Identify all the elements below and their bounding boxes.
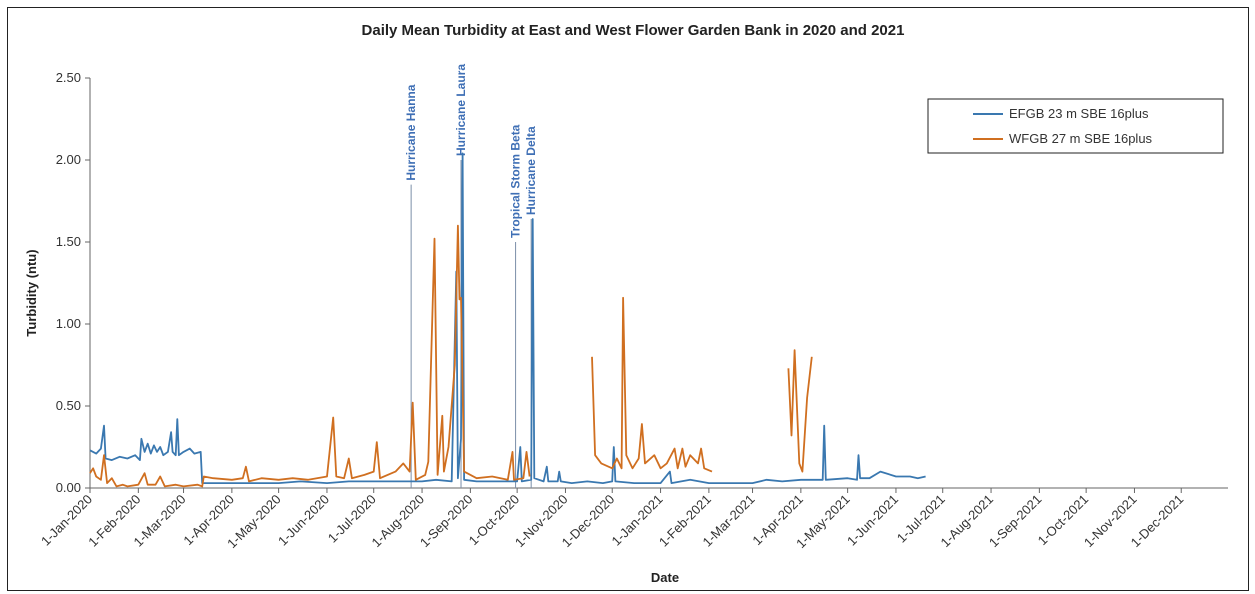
series-line-wfgb bbox=[591, 296, 713, 473]
y-tick-label: 0.00 bbox=[56, 480, 81, 495]
legend-label-efgb: EFGB 23 m SBE 16plus bbox=[1009, 106, 1149, 121]
y-tick-label: 0.50 bbox=[56, 398, 81, 413]
storm-label: Hurricane Laura bbox=[454, 64, 468, 156]
storm-annotations: Hurricane Hanna Hurricane Laura Tropical S… bbox=[404, 64, 538, 488]
legend-box bbox=[927, 98, 1224, 154]
series-line-wfgb bbox=[89, 224, 531, 488]
y-tick-label: 1.00 bbox=[56, 316, 81, 331]
x-axis-title: Date bbox=[651, 570, 679, 585]
storm-label: Tropical Storm Beta bbox=[509, 124, 523, 238]
storm-label: Hurricane Delta bbox=[524, 126, 538, 215]
y-tick-label: 2.00 bbox=[56, 152, 81, 167]
turbidity-line-chart: Daily Mean Turbidity at East and West Fl… bbox=[24, 22, 1228, 585]
x-tick-label: 1-Sep-2021 bbox=[986, 492, 1045, 551]
x-tick-label: 1-Jun-2020 bbox=[275, 492, 332, 549]
series-line-wfgb bbox=[787, 349, 813, 473]
chart-frame: Daily Mean Turbidity at East and West Fl… bbox=[7, 7, 1249, 591]
x-tick-label: 1-Sep-2020 bbox=[417, 492, 476, 551]
y-tick-label: 1.50 bbox=[56, 234, 81, 249]
x-axis: 1-Jan-20201-Feb-20201-Mar-20201-Apr-2020… bbox=[38, 487, 1228, 551]
series-layer bbox=[89, 152, 926, 488]
legend-label-wfgb: WFGB 27 m SBE 16plus bbox=[1009, 131, 1153, 146]
series-line-efgb bbox=[89, 152, 926, 484]
chart-title: Daily Mean Turbidity at East and West Fl… bbox=[362, 22, 905, 39]
storm-label: Hurricane Hanna bbox=[404, 84, 418, 180]
legend: EFGB 23 m SBE 16plus WFGB 27 m SBE 16plu… bbox=[927, 98, 1224, 154]
x-tick-label: 1-Jun-2021 bbox=[844, 492, 901, 549]
y-tick-label: 2.50 bbox=[56, 70, 81, 85]
y-axis: 0.00 0.50 1.00 1.50 2.00 2.50 bbox=[56, 70, 91, 495]
y-axis-title: Turbidity (ntu) bbox=[24, 249, 39, 336]
